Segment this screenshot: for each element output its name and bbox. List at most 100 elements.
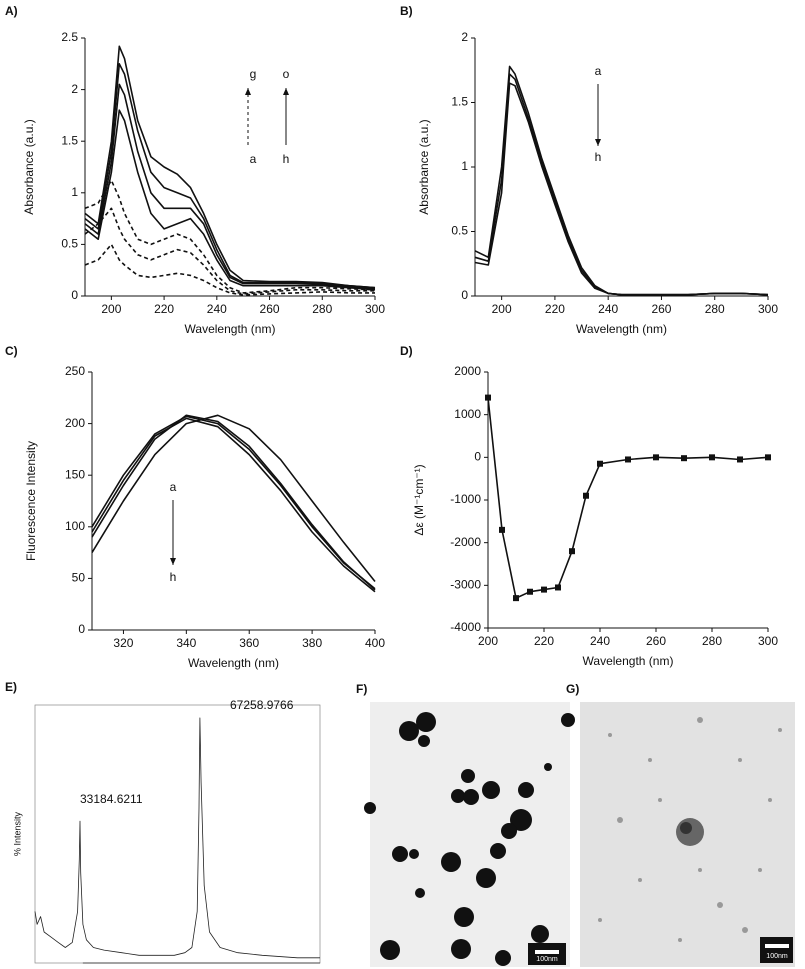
specks [598, 717, 782, 942]
arrow-head [283, 88, 289, 95]
x-tick-label: 280 [702, 634, 722, 648]
marker [737, 456, 743, 463]
x-axis-label: Wavelength (nm) [583, 654, 674, 668]
marker [625, 456, 631, 463]
line-series [84, 63, 376, 289]
scale-label: 100nm [536, 956, 558, 963]
x-tick-label: 240 [590, 634, 610, 648]
y-tick-label: -2000 [450, 535, 481, 549]
annotation: a [250, 152, 257, 166]
y-tick-label: 0 [461, 288, 468, 302]
line-series [84, 109, 376, 291]
x-tick-label: 360 [239, 636, 259, 650]
y-tick-label: -4000 [450, 620, 481, 634]
x-tick-label: 300 [365, 302, 385, 316]
y-tick-label: -1000 [450, 492, 481, 506]
annotation: 33184.6211 [80, 792, 143, 806]
tem-image-g [580, 702, 795, 967]
panel-label: D) [400, 344, 413, 358]
y-tick-label: 1.5 [61, 133, 78, 147]
panel-label: F) [356, 682, 367, 696]
arrow-head [245, 88, 251, 95]
y-axis-label: Fluorescence Intensity [24, 441, 38, 561]
x-axis-label: Wavelength (nm) [185, 322, 276, 336]
y-tick-label: 100 [65, 519, 85, 533]
line-series [487, 397, 769, 599]
marker [555, 584, 561, 591]
x-tick-label: 240 [207, 302, 227, 316]
line-series [84, 45, 376, 289]
marker [709, 454, 715, 461]
annotation: 67258.9766 [230, 698, 294, 712]
x-tick-label: 300 [758, 302, 778, 316]
marker [653, 454, 659, 461]
line-series [474, 82, 769, 296]
panel-label: E) [5, 680, 17, 694]
line-series [91, 417, 376, 593]
x-tick-label: 260 [646, 634, 666, 648]
x-tick-label: 300 [758, 634, 778, 648]
y-tick-label: 0 [78, 622, 85, 636]
marker [681, 455, 687, 462]
line-series [84, 179, 376, 294]
marker [513, 595, 519, 602]
panel-label: A) [5, 4, 18, 18]
marker [527, 588, 533, 595]
marker [583, 492, 589, 499]
y-axis-label: Δε (M⁻¹cm⁻¹) [412, 464, 426, 535]
x-axis-label: Wavelength (nm) [188, 656, 279, 670]
x-tick-label: 340 [176, 636, 196, 650]
panel-label: B) [400, 4, 413, 18]
x-tick-label: 220 [534, 634, 554, 648]
x-tick-label: 220 [545, 302, 565, 316]
scale-bar [765, 944, 789, 948]
marker [569, 548, 575, 555]
x-tick-label: 240 [598, 302, 618, 316]
y-axis-label: % Intensity [12, 811, 22, 856]
frame [34, 704, 321, 964]
y-tick-label: 0 [474, 450, 481, 464]
tem-image-f [364, 702, 575, 967]
arrow-head [170, 558, 176, 565]
particles [364, 712, 575, 966]
x-axis-label: Wavelength (nm) [576, 322, 667, 336]
x-tick-label: 320 [113, 636, 133, 650]
annotation: h [283, 152, 290, 166]
panel-label: G) [566, 682, 579, 696]
y-tick-label: -3000 [450, 578, 481, 592]
y-tick-label: 0 [71, 288, 78, 302]
x-tick-label: 200 [101, 302, 121, 316]
annotation: a [595, 64, 602, 78]
scale-label: 100nm [766, 953, 788, 960]
y-tick-label: 50 [72, 571, 86, 585]
annotation: g [250, 67, 257, 81]
x-tick-label: 260 [651, 302, 671, 316]
scale-bar [535, 950, 559, 954]
y-axis-label: Absorbance (a.u.) [22, 119, 36, 214]
x-tick-label: 260 [260, 302, 280, 316]
line-series [91, 414, 376, 583]
panel-label: C) [5, 344, 18, 358]
y-axis-label: Absorbance (a.u.) [417, 119, 431, 214]
x-tick-label: 400 [365, 636, 385, 650]
annotation: o [283, 67, 290, 81]
line-series [91, 414, 376, 591]
x-tick-label: 200 [478, 634, 498, 648]
arrow-head [595, 139, 601, 146]
y-tick-label: 0.5 [451, 224, 468, 238]
scale-box [760, 937, 793, 963]
y-tick-label: 1 [461, 159, 468, 173]
y-tick-label: 250 [65, 364, 85, 378]
line-series [84, 243, 375, 296]
y-tick-label: 1.5 [451, 95, 468, 109]
y-tick-label: 2000 [454, 364, 481, 378]
x-tick-label: 220 [154, 302, 174, 316]
y-tick-label: 0.5 [61, 237, 78, 251]
y-tick-label: 2 [71, 82, 78, 96]
line-series [474, 65, 769, 296]
marker [597, 460, 603, 467]
y-tick-label: 150 [65, 467, 85, 481]
y-tick-label: 200 [65, 416, 85, 430]
line-series [84, 207, 375, 295]
